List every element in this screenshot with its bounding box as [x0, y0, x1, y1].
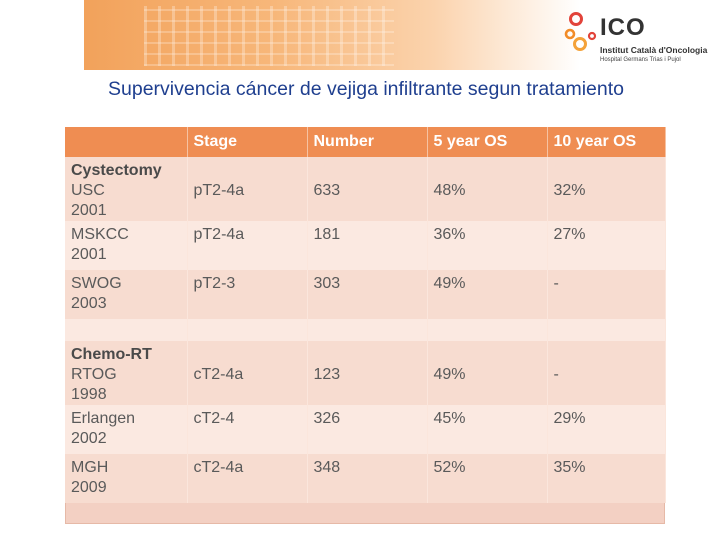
os5-cell: 49% — [427, 270, 548, 319]
os5-cell: 49% — [427, 341, 548, 405]
study-year: 2003 — [71, 295, 107, 312]
study-cell: MSKCC 2001 — [65, 221, 188, 270]
table-row: Erlangen 2002 cT2-4 326 45% 29% — [65, 405, 666, 454]
study-cell: SWOG 2003 — [65, 270, 188, 319]
study-year: 1998 — [71, 386, 107, 403]
number-cell: 123 — [307, 341, 428, 405]
table-row: Chemo-RT RTOG 1998 cT2-4a 123 49% - — [65, 341, 666, 405]
os5-cell: 36% — [427, 221, 548, 270]
os10-cell: - — [547, 270, 666, 319]
ico-logo-mark-icon — [564, 12, 597, 51]
os10-cell: 32% — [547, 157, 666, 221]
survival-table: Stage Number 5 year OS 10 year OS Cystec… — [65, 127, 666, 503]
os10-cell: 27% — [547, 221, 666, 270]
table-row: SWOG 2003 pT2-3 303 49% - — [65, 270, 666, 319]
os5-cell: 48% — [427, 157, 548, 221]
study-name: MSKCC — [71, 226, 129, 243]
ico-logo: ICO Institut Català d'Oncologia Hospital… — [564, 12, 714, 68]
study-name: USC — [71, 182, 105, 199]
number-cell: 633 — [307, 157, 428, 221]
column-header-5yr-os: 5 year OS — [427, 127, 548, 157]
study-name: MGH — [71, 459, 109, 476]
institute-name: Institut Català d'Oncologia — [600, 45, 708, 55]
column-header-stage: Stage — [187, 127, 308, 157]
number-cell: 326 — [307, 405, 428, 454]
table-row: MSKCC 2001 pT2-4a 181 36% 27% — [65, 221, 666, 270]
table-row: Cystectomy USC 2001 pT2-4a 633 48% 32% — [65, 157, 666, 221]
table-header-row: Stage Number 5 year OS 10 year OS — [65, 127, 666, 157]
stage-cell: cT2-4a — [187, 341, 308, 405]
study-name: SWOG — [71, 275, 122, 292]
column-header-number: Number — [307, 127, 428, 157]
section-label-chemo-rt: Chemo-RT — [71, 346, 152, 363]
ico-logo-text: ICO — [600, 14, 646, 41]
study-cell: Cystectomy USC 2001 — [65, 157, 188, 221]
number-cell: 348 — [307, 454, 428, 503]
os10-cell: 29% — [547, 405, 666, 454]
stage-cell: cT2-4a — [187, 454, 308, 503]
study-name: Erlangen — [71, 410, 136, 427]
stage-cell: pT2-4a — [187, 157, 308, 221]
study-cell: Erlangen 2002 — [65, 405, 188, 454]
study-year: 2001 — [71, 246, 107, 263]
study-year: 2002 — [71, 430, 107, 447]
slide-title: Supervivencia cáncer de vejiga infiltran… — [108, 78, 624, 100]
study-cell: MGH 2009 — [65, 454, 188, 503]
os5-cell: 45% — [427, 405, 548, 454]
column-header-10yr-os: 10 year OS — [547, 127, 666, 157]
number-cell: 303 — [307, 270, 428, 319]
study-cell: Chemo-RT RTOG 1998 — [65, 341, 188, 405]
study-year: 2009 — [71, 479, 107, 496]
section-label-cystectomy: Cystectomy — [71, 162, 162, 179]
hospital-building-image — [144, 6, 394, 66]
stage-cell: pT2-4a — [187, 221, 308, 270]
table-row: MGH 2009 cT2-4a 348 52% 35% — [65, 454, 666, 503]
survival-table-container: Stage Number 5 year OS 10 year OS Cystec… — [65, 127, 666, 524]
os5-cell: 52% — [427, 454, 548, 503]
number-cell: 181 — [307, 221, 428, 270]
stage-cell: pT2-3 — [187, 270, 308, 319]
os10-cell: - — [547, 341, 666, 405]
study-name: RTOG — [71, 366, 117, 383]
study-year: 2001 — [71, 202, 107, 219]
header-banner — [84, 0, 720, 70]
column-header — [65, 127, 188, 157]
os10-cell: 35% — [547, 454, 666, 503]
hospital-name: Hospital Germans Trias i Pujol — [600, 57, 681, 63]
stage-cell: cT2-4 — [187, 405, 308, 454]
table-spacer-row — [65, 319, 666, 341]
